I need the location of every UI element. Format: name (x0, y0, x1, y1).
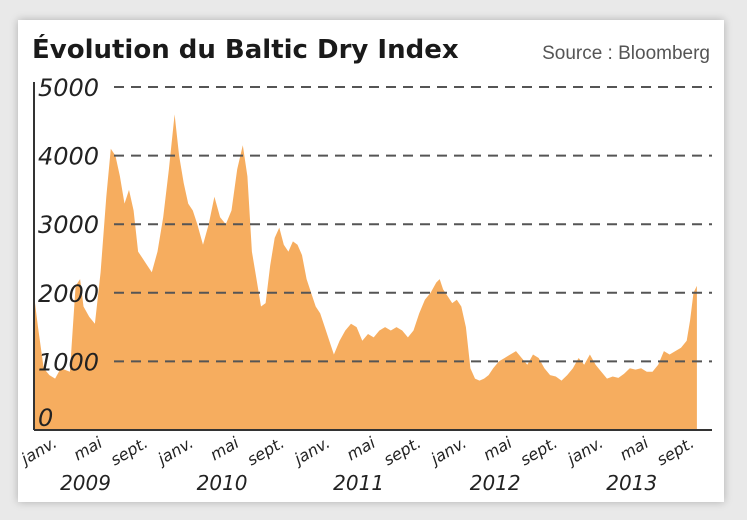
year-label-2013: 2013 (606, 471, 657, 495)
y-tick-label-3000: 3000 (38, 211, 99, 239)
x-tick-label: janv. (289, 433, 333, 469)
x-tick-label: sept. (107, 433, 151, 469)
x-tick-label: sept. (653, 433, 697, 469)
year-label-2011: 2011 (333, 471, 384, 495)
year-label-2010: 2010 (197, 471, 248, 495)
y-tick-label-1000: 1000 (38, 348, 99, 376)
bdi-area (34, 114, 697, 431)
chart-source: Source : Bloomberg (542, 43, 710, 64)
x-tick-label: mai (207, 433, 243, 465)
year-label-2012: 2012 (470, 471, 521, 495)
x-tick-label: mai (480, 433, 516, 465)
chart-title: Évolution du Baltic Dry Index (32, 33, 459, 65)
y-tick-label-2000: 2000 (38, 280, 99, 308)
x-tick-label: janv. (562, 433, 606, 469)
x-tick-label: mai (70, 433, 106, 465)
x-tick-label: sept. (517, 433, 561, 469)
y-tick-label-0: 0 (38, 404, 53, 432)
x-tick-label: mai (616, 433, 652, 465)
x-tick-label: janv. (426, 433, 470, 469)
year-label-2009: 2009 (60, 471, 111, 495)
x-tick-label: mai (343, 433, 379, 465)
x-tick-label: janv. (153, 433, 197, 469)
x-tick-label: janv. (18, 433, 60, 469)
x-tick-label: sept. (244, 433, 288, 469)
x-tick-label: sept. (380, 433, 424, 469)
y-tick-label-4000: 4000 (38, 143, 99, 171)
y-tick-label-5000: 5000 (38, 74, 99, 102)
chart-card: 0 1000 2000 3000 4000 5000 janv. mai sept. janv.… (18, 20, 724, 502)
